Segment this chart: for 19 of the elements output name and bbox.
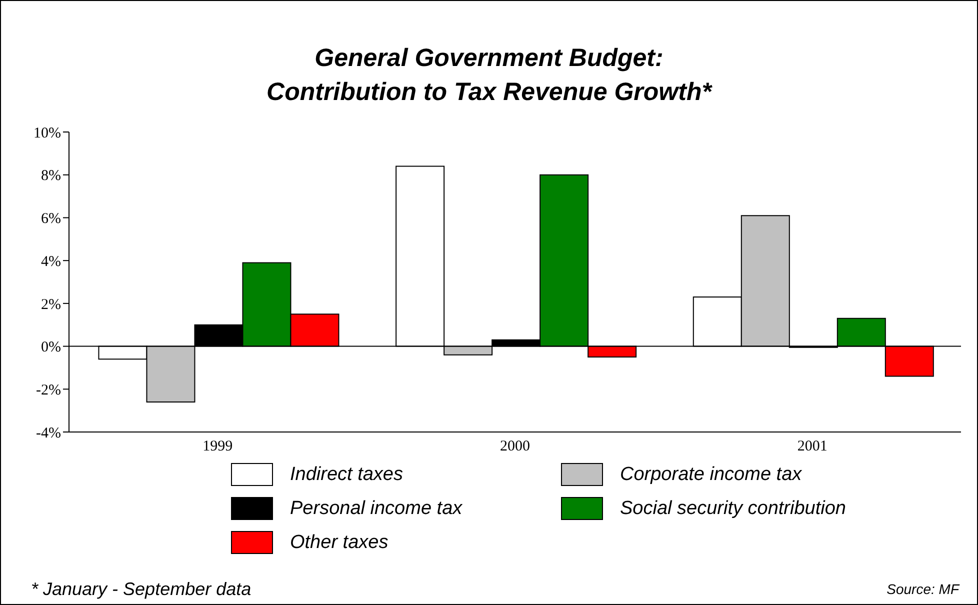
y-tick-label: 2%	[41, 296, 61, 313]
text: * January - September data	[31, 579, 252, 600]
y-tick-label: 8%	[41, 168, 61, 184]
legend-label: Corporate income tax	[620, 464, 802, 486]
chart-title: General Government Budget: Contribution to Tax Revenue Growth*	[266, 43, 714, 108]
legend-label: Personal income tax	[290, 498, 462, 520]
source-note: Source: MF	[886, 581, 959, 597]
legend-label: Social security contribution	[620, 498, 846, 520]
y-tick-label: 10%	[34, 125, 61, 142]
y-tick-label: -4%	[36, 425, 61, 442]
legend-label: Indirect taxes	[290, 464, 403, 486]
x-tick-label: 2001	[797, 438, 828, 455]
x-tick-label: 1999	[202, 438, 233, 455]
y-tick-label: 6%	[41, 211, 61, 228]
x-tick-label: 2000	[500, 438, 530, 455]
legend-label: Other taxes	[290, 532, 388, 554]
y-tick-label: 0%	[41, 340, 61, 356]
y-tick-label: 4%	[41, 254, 61, 270]
y-tick-label: -2%	[36, 382, 61, 398]
